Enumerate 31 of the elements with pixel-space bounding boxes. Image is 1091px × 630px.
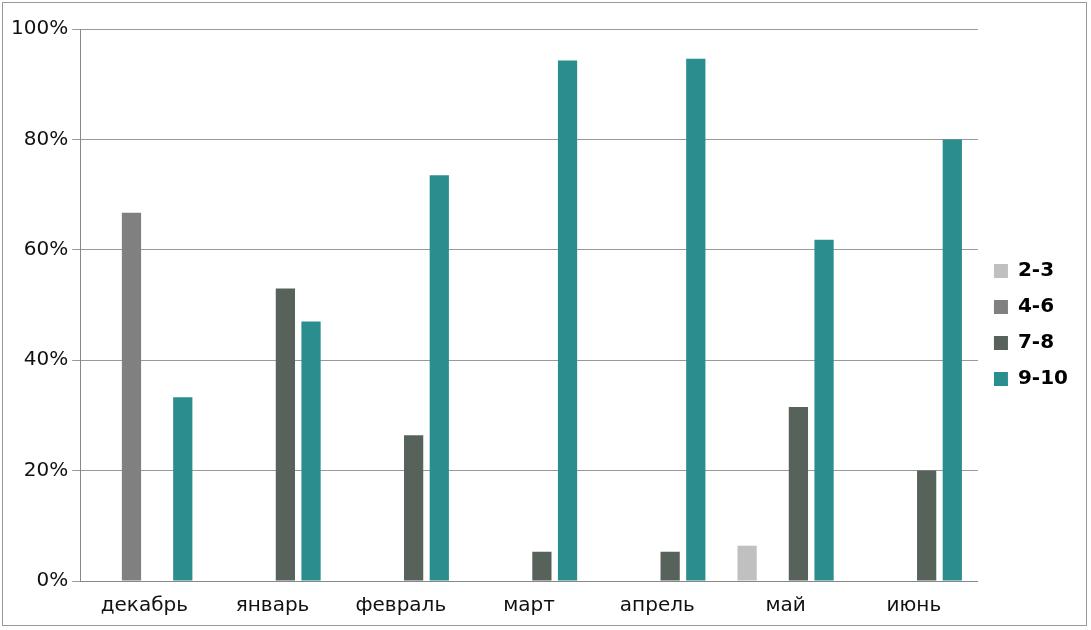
bar: [788, 407, 809, 581]
bar: [814, 239, 834, 581]
bar: [686, 58, 706, 581]
legend-label: 7-8: [1017, 329, 1055, 354]
bar: [557, 60, 578, 581]
x-tick-label: июнь: [886, 592, 942, 617]
bar: [429, 175, 449, 581]
y-tick-label: 60%: [23, 236, 69, 260]
bar: [660, 551, 680, 581]
y-tick-label: 80%: [23, 125, 69, 150]
x-tick-label: май: [765, 592, 806, 617]
legend-label: 9-10: [1017, 365, 1069, 390]
bar: [737, 545, 757, 581]
bar: [275, 288, 295, 581]
x-tick-label: март: [503, 592, 556, 617]
bar: [173, 397, 193, 581]
y-tick-label: 100%: [10, 15, 69, 40]
x-tick-label: апрель: [619, 592, 695, 617]
y-tick-label: 0%: [36, 567, 69, 592]
y-tick-label: 40%: [23, 346, 69, 371]
bar: [404, 435, 424, 581]
x-tick-label: февраль: [355, 592, 447, 617]
legend-label: 2-3: [1017, 257, 1055, 282]
x-tick-label: декабрь: [100, 592, 188, 617]
bar: [532, 551, 552, 581]
bar: [301, 321, 321, 581]
bar: [942, 139, 962, 581]
legend-label: 4-6: [1017, 293, 1055, 318]
bar: [917, 470, 937, 581]
y-tick-label: 20%: [23, 456, 69, 481]
x-tick-label: январь: [235, 592, 310, 617]
